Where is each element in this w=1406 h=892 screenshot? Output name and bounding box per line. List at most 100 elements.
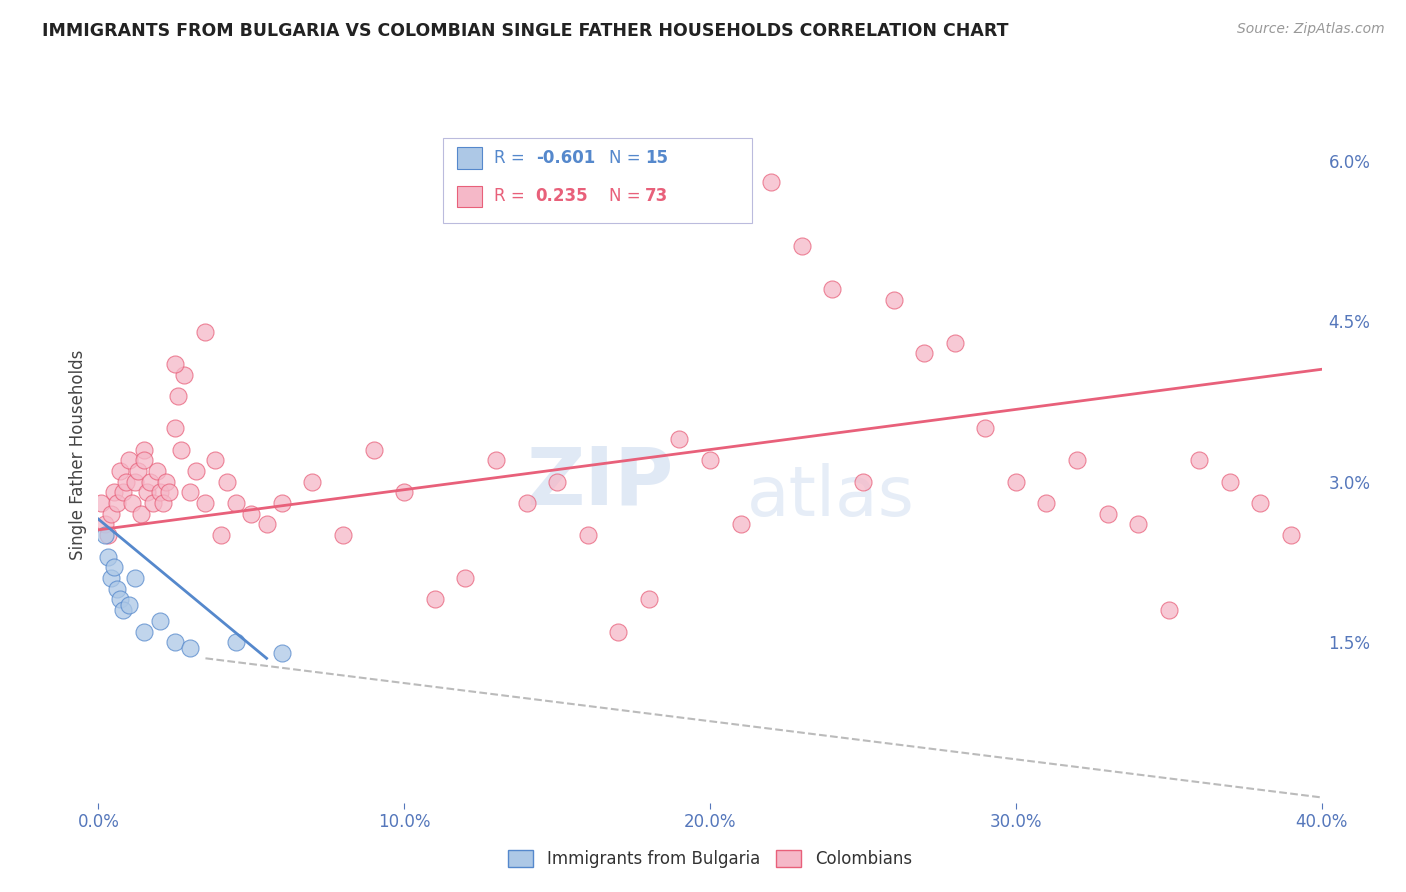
Text: R =: R =: [494, 149, 530, 167]
Point: [576, 528, 599, 542]
Point: [546, 475, 568, 489]
Text: Source: ZipAtlas.com: Source: ZipAtlas.com: [1237, 22, 1385, 37]
Point: [332, 528, 354, 542]
Point: [155, 475, 177, 489]
Point: [883, 293, 905, 307]
Point: [1219, 475, 1241, 489]
Point: [516, 496, 538, 510]
Point: [454, 571, 477, 585]
Text: -0.601: -0.601: [536, 149, 595, 167]
Point: [163, 421, 186, 435]
Point: [93, 517, 115, 532]
Point: [821, 282, 844, 296]
Point: [134, 624, 156, 639]
Point: [1188, 453, 1211, 467]
Point: [121, 496, 143, 510]
Point: [392, 485, 416, 500]
Legend: Immigrants from Bulgaria, Colombians: Immigrants from Bulgaria, Colombians: [502, 843, 918, 874]
Point: [1035, 496, 1057, 510]
Point: [139, 475, 162, 489]
Point: [134, 453, 156, 467]
Point: [118, 598, 141, 612]
Point: [225, 496, 247, 510]
Point: [149, 485, 172, 500]
Text: ZIP: ZIP: [526, 443, 673, 522]
Point: [100, 571, 122, 585]
Text: 15: 15: [645, 149, 668, 167]
Point: [105, 496, 128, 510]
Point: [124, 571, 146, 585]
Point: [240, 507, 263, 521]
Point: [90, 496, 112, 510]
Text: N =: N =: [609, 149, 645, 167]
Point: [173, 368, 195, 382]
Point: [943, 335, 966, 350]
Point: [111, 603, 134, 617]
Point: [638, 592, 661, 607]
Point: [103, 560, 125, 574]
Point: [1157, 603, 1180, 617]
Point: [852, 475, 875, 489]
Point: [179, 485, 201, 500]
Text: R =: R =: [494, 187, 530, 205]
Point: [699, 453, 721, 467]
Point: [301, 475, 323, 489]
Text: IMMIGRANTS FROM BULGARIA VS COLOMBIAN SINGLE FATHER HOUSEHOLDS CORRELATION CHART: IMMIGRANTS FROM BULGARIA VS COLOMBIAN SI…: [42, 22, 1008, 40]
Point: [1250, 496, 1272, 510]
Point: [108, 464, 131, 478]
Point: [179, 640, 201, 655]
Point: [157, 485, 180, 500]
Point: [761, 175, 783, 189]
Point: [730, 517, 752, 532]
Point: [194, 496, 217, 510]
Point: [607, 624, 630, 639]
Point: [1097, 507, 1119, 521]
Point: [152, 496, 174, 510]
Point: [111, 485, 134, 500]
Point: [1128, 517, 1150, 532]
Point: [790, 239, 813, 253]
Point: [115, 475, 138, 489]
Point: [1066, 453, 1088, 467]
Point: [108, 592, 131, 607]
Point: [163, 635, 186, 649]
Point: [134, 442, 156, 457]
Point: [194, 325, 217, 339]
Point: [103, 485, 125, 500]
Point: [485, 453, 508, 467]
Text: 0.235: 0.235: [536, 187, 588, 205]
Point: [127, 464, 149, 478]
Point: [136, 485, 159, 500]
Point: [209, 528, 232, 542]
Point: [204, 453, 226, 467]
Point: [129, 507, 152, 521]
Point: [167, 389, 190, 403]
Point: [97, 528, 120, 542]
Point: [270, 646, 294, 660]
Point: [105, 582, 128, 596]
Point: [256, 517, 278, 532]
Point: [974, 421, 997, 435]
Point: [912, 346, 935, 360]
Text: 73: 73: [645, 187, 669, 205]
Point: [270, 496, 294, 510]
Point: [423, 592, 446, 607]
Point: [363, 442, 385, 457]
Point: [93, 528, 115, 542]
Text: N =: N =: [609, 187, 645, 205]
Point: [163, 357, 186, 371]
Point: [100, 507, 122, 521]
Point: [668, 432, 690, 446]
Point: [149, 614, 172, 628]
Point: [118, 453, 141, 467]
Point: [1279, 528, 1302, 542]
Point: [1004, 475, 1026, 489]
Point: [186, 464, 208, 478]
Point: [170, 442, 193, 457]
Y-axis label: Single Father Households: Single Father Households: [69, 350, 87, 560]
Text: atlas: atlas: [747, 463, 914, 530]
Point: [215, 475, 238, 489]
Point: [145, 464, 167, 478]
Point: [225, 635, 247, 649]
Point: [142, 496, 165, 510]
